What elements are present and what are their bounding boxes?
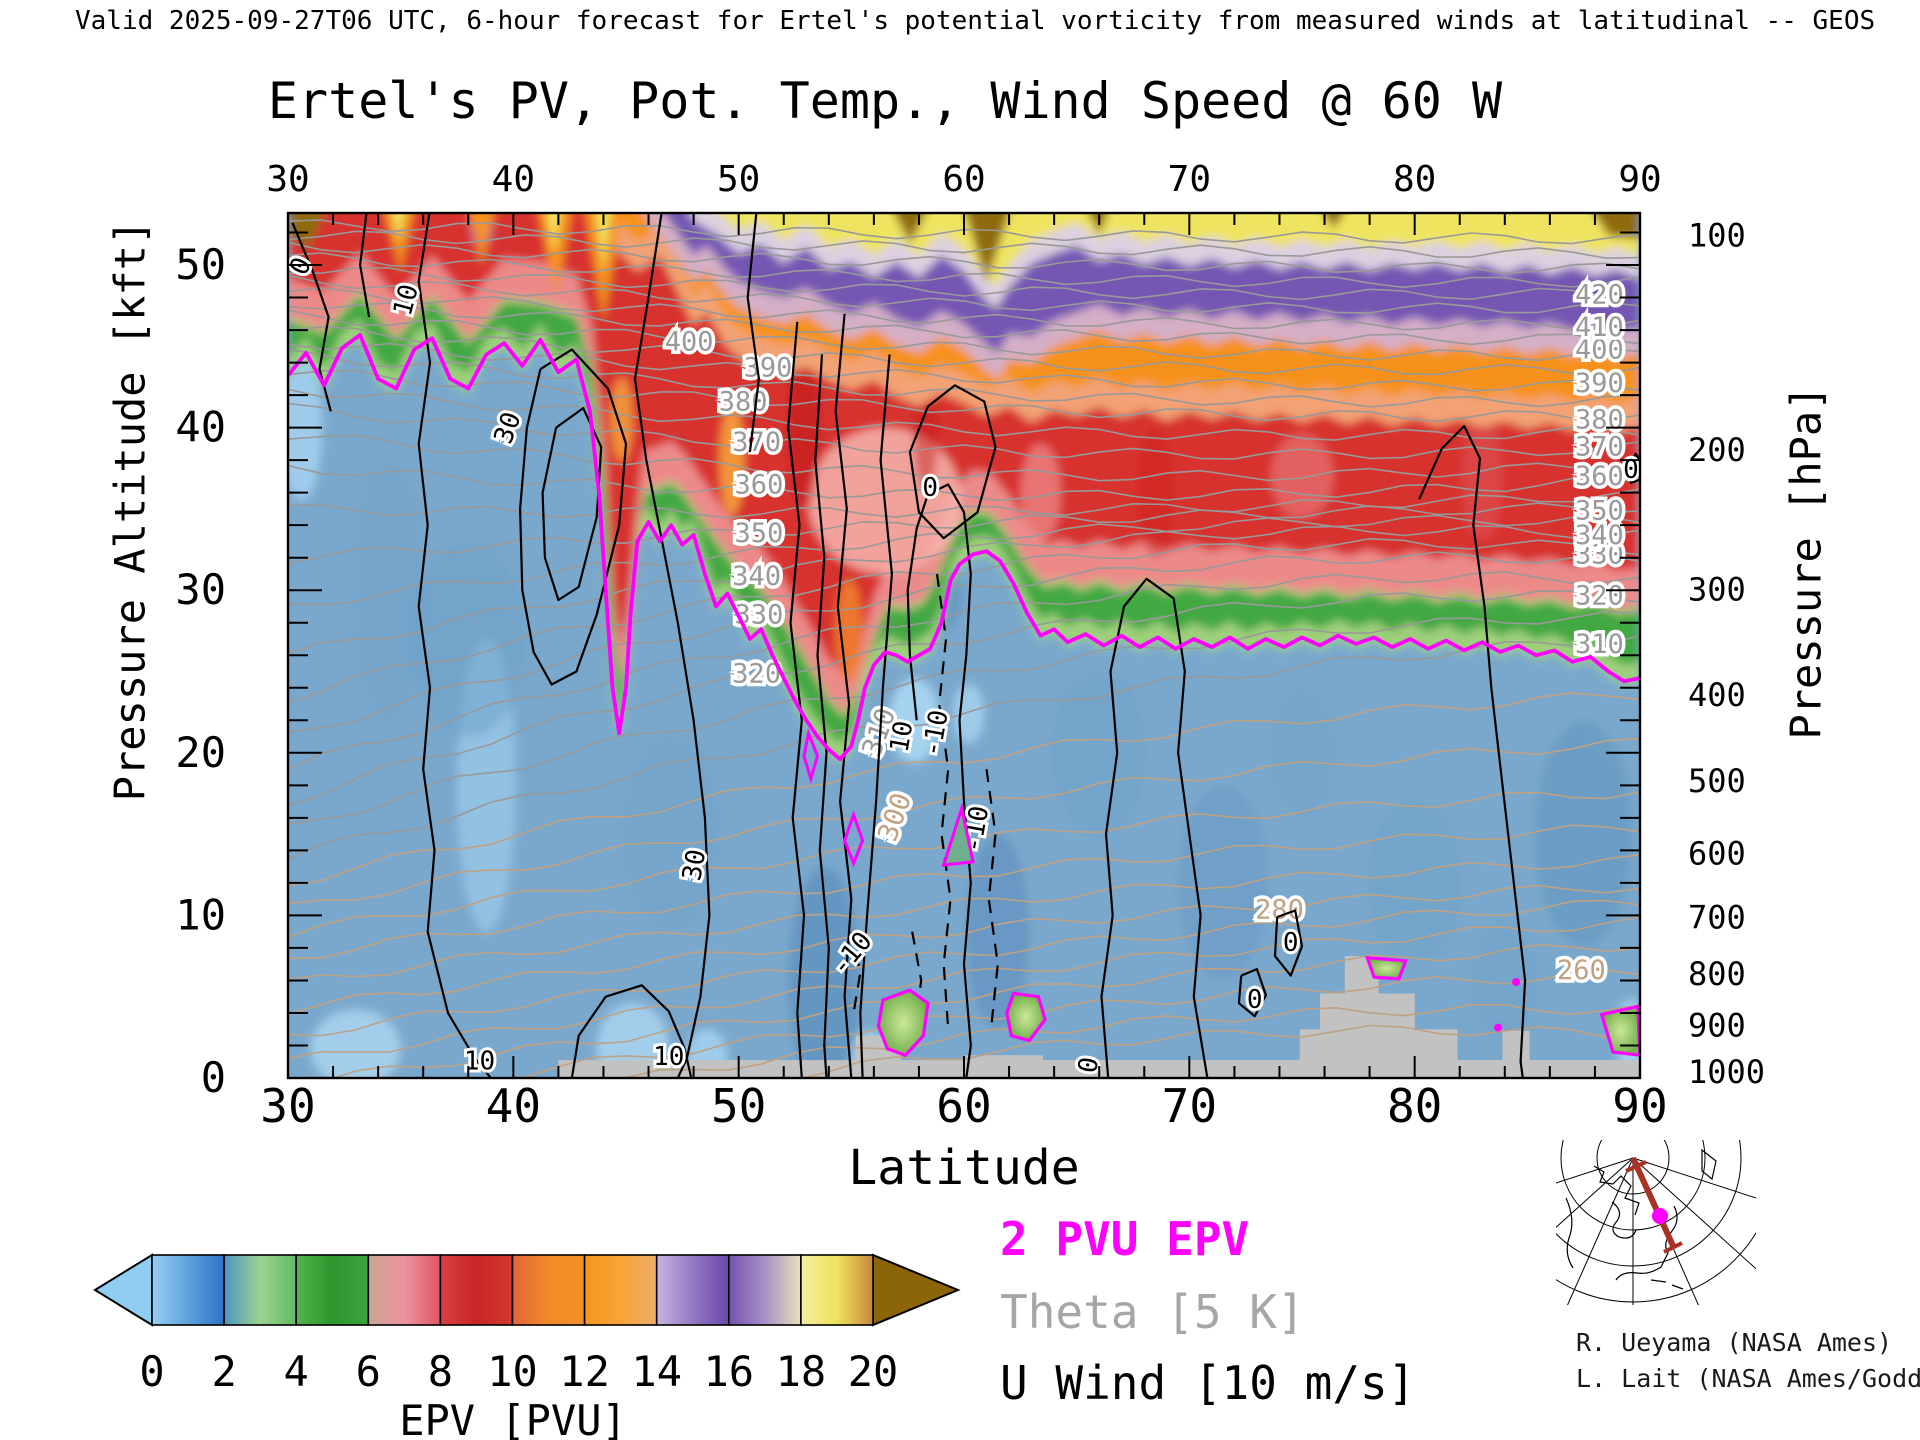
svg-text:10: 10 [175,890,226,939]
svg-text:100: 100 [1688,217,1746,255]
svg-text:410: 410 [1575,312,1624,343]
plot-title: Ertel's PV, Pot. Temp., Wind Speed @ 60 … [267,72,1503,130]
svg-text:800: 800 [1688,955,1746,993]
credit-line-2: L. Lait (NASA Ames/Goddard) [1576,1364,1920,1393]
svg-text:40: 40 [175,403,226,452]
colorbar-label: EPV [PVU] [399,1396,627,1440]
legend-u-wind: U Wind [10 m/s] [1000,1356,1416,1410]
legend-theta: Theta [5 K] [1000,1285,1305,1339]
svg-text:50: 50 [711,1079,766,1133]
two-pvu-line [288,333,1640,1058]
svg-text:400: 400 [1688,676,1746,714]
svg-text:0: 0 [201,1053,226,1102]
svg-text:12: 12 [559,1347,610,1396]
svg-text:16: 16 [704,1347,755,1396]
svg-text:0: 0 [922,473,938,503]
svg-text:30: 30 [175,565,226,614]
svg-text:350: 350 [735,518,784,549]
svg-text:14: 14 [631,1347,682,1396]
svg-text:40: 40 [486,1079,541,1133]
svg-text:10: 10 [885,719,920,755]
svg-text:2: 2 [211,1347,236,1396]
svg-text:30: 30 [266,159,309,200]
svg-text:50: 50 [717,159,760,200]
epv-field [288,213,1640,1078]
credit-line-1: R. Ueyama (NASA Ames) [1576,1328,1893,1357]
svg-text:420: 420 [1575,279,1624,310]
contour-overlay: 3903803703603503403303204003103002802603… [288,213,1640,1078]
svg-text:0: 0 [139,1347,164,1396]
svg-text:390: 390 [744,352,793,383]
axes: 3030404050506060707080809090010203040501… [175,159,1765,1133]
theta-contours [288,219,1640,1078]
svg-text:360: 360 [735,470,784,501]
svg-text:200: 200 [1688,431,1746,469]
svg-text:600: 600 [1688,835,1746,873]
svg-text:400: 400 [665,326,714,357]
svg-text:60: 60 [936,1079,991,1133]
svg-text:340: 340 [1575,520,1624,551]
svg-text:260: 260 [1557,955,1606,986]
svg-text:6: 6 [356,1347,381,1396]
inset-map [1556,1140,1756,1305]
left-axis-title: Pressure Altitude [kft] [105,219,155,802]
svg-text:330: 330 [1575,539,1624,570]
svg-text:50: 50 [175,240,226,289]
svg-text:10: 10 [487,1347,538,1396]
svg-text:0: 0 [1247,985,1263,1015]
svg-text:320: 320 [1575,580,1624,611]
legend-2pvu-epv: 2 PVU EPV [1000,1212,1250,1266]
svg-text:500: 500 [1688,762,1746,800]
svg-text:8: 8 [428,1347,453,1396]
svg-text:390: 390 [1575,368,1624,399]
svg-text:80: 80 [1387,1079,1442,1133]
right-axis-title: Pressure [hPa] [1781,385,1831,740]
svg-text:310: 310 [1575,629,1624,660]
svg-text:320: 320 [732,658,781,689]
svg-text:300: 300 [1688,570,1746,608]
svg-text:280: 280 [1255,894,1304,925]
svg-text:30: 30 [260,1079,315,1133]
theta-contour-labels: 3903803703603503403303204003103002802603… [661,276,1627,990]
svg-text:380: 380 [1575,404,1624,435]
x-axis-title: Latitude [848,1140,1080,1196]
svg-text:10: 10 [653,1042,684,1072]
svg-text:80: 80 [1393,159,1436,200]
svg-text:340: 340 [732,561,781,592]
svg-text:400: 400 [1575,334,1624,365]
svg-text:70: 70 [1162,1079,1217,1133]
epv-colorbar: 0 2 4 6 8 10 12 14 16 18 20 [93,1253,961,1396]
svg-text:330: 330 [735,600,784,631]
svg-text:4: 4 [284,1347,309,1396]
svg-text:90: 90 [1612,1079,1667,1133]
svg-text:700: 700 [1688,898,1746,936]
svg-text:0: 0 [1283,928,1299,958]
svg-text:18: 18 [776,1347,827,1396]
svg-text:380: 380 [719,387,768,418]
svg-text:30: 30 [677,847,712,883]
svg-text:1000: 1000 [1688,1053,1765,1091]
svg-text:20: 20 [848,1347,899,1396]
svg-text:70: 70 [1168,159,1211,200]
svg-text:40: 40 [492,159,535,200]
svg-text:370: 370 [732,427,781,458]
svg-text:90: 90 [1618,159,1661,200]
terrain-silhouette [558,956,1640,1078]
svg-text:370: 370 [1575,431,1624,462]
svg-text:20: 20 [175,728,226,777]
header-line: Valid 2025-09-27T06 UTC, 6-hour forecast… [75,6,1876,36]
svg-text:900: 900 [1688,1006,1746,1044]
svg-text:360: 360 [1575,461,1624,492]
svg-text:60: 60 [942,159,985,200]
svg-text:350: 350 [1575,496,1624,527]
